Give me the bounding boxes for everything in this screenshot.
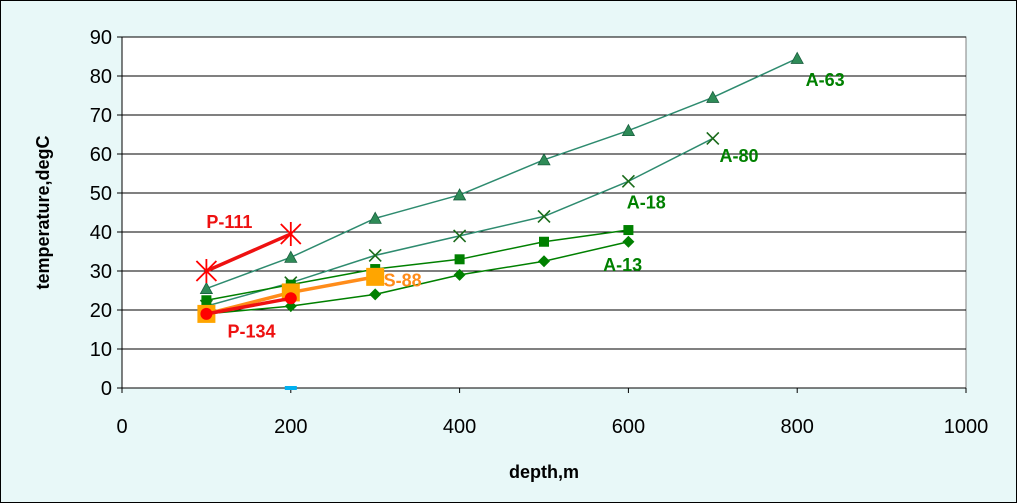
series-label: A-13	[603, 255, 642, 275]
series-p-134	[200, 292, 297, 320]
series-line	[206, 296, 292, 316]
data-point	[453, 229, 467, 243]
gridlines	[122, 36, 966, 350]
y-tick-label: 80	[90, 66, 112, 88]
series-labels: A-63 A-80 A-18 A-13 S-88 P-111 P-134	[206, 70, 844, 342]
x-tick-label: 600	[612, 416, 645, 438]
y-tick-label: 10	[90, 339, 112, 361]
data-point	[454, 254, 465, 265]
series-line	[206, 229, 629, 301]
data-point	[201, 295, 212, 306]
data-point	[623, 225, 634, 236]
data-point	[706, 131, 720, 145]
plot-area	[121, 36, 967, 389]
data-point	[368, 211, 382, 224]
y-tick-label: 90	[90, 27, 112, 49]
y-tick-label: 40	[90, 222, 112, 244]
data-point	[280, 221, 302, 246]
data-point	[539, 236, 549, 247]
tick-labels: 0 10 20 30 40 50 60 70 80 90 0 200 400 600 800 1000	[90, 27, 989, 438]
series-line	[205, 232, 292, 273]
series-a-63	[199, 51, 804, 294]
series-group	[195, 51, 804, 390]
series-label: P-134	[228, 321, 276, 341]
x-axis-title: depth,m	[509, 462, 579, 482]
data-point	[538, 255, 550, 268]
x-tick-label: 1000	[944, 416, 989, 438]
data-point	[369, 288, 382, 301]
data-point	[621, 123, 636, 137]
series-label: A-18	[627, 193, 666, 213]
data-point	[200, 307, 213, 320]
data-point	[622, 235, 635, 248]
x-tick-label: 200	[274, 416, 307, 438]
y-tick-label: 0	[101, 378, 112, 400]
y-tick-label: 50	[90, 183, 112, 205]
data-point	[452, 188, 467, 201]
x-tick-label: 0	[116, 416, 127, 438]
series-line	[206, 57, 798, 290]
series-p-111	[195, 221, 302, 283]
data-point	[706, 90, 720, 103]
data-point	[199, 281, 214, 294]
series-label: P-111	[206, 212, 252, 232]
y-tick-label: 20	[90, 300, 112, 322]
data-point	[284, 250, 298, 263]
y-tick-label: 30	[90, 261, 112, 283]
data-point	[537, 209, 551, 223]
y-tick-label: 70	[90, 105, 112, 127]
y-axis-title: temperature,degC	[33, 135, 53, 289]
data-point	[284, 386, 297, 390]
series-label: S-88	[384, 271, 422, 291]
data-point	[537, 153, 551, 166]
x-tick-label: 400	[443, 416, 476, 438]
data-point	[790, 51, 804, 64]
y-tick-label: 60	[90, 144, 112, 166]
data-point	[368, 248, 382, 262]
data-point	[195, 259, 218, 283]
series-label: A-63	[806, 70, 845, 90]
data-point	[621, 174, 635, 188]
data-point	[453, 268, 466, 281]
data-point	[284, 292, 297, 305]
series-label: A-80	[720, 146, 759, 166]
series-line	[206, 241, 629, 315]
data-point	[366, 267, 385, 286]
x-tick-label: 800	[781, 416, 814, 438]
